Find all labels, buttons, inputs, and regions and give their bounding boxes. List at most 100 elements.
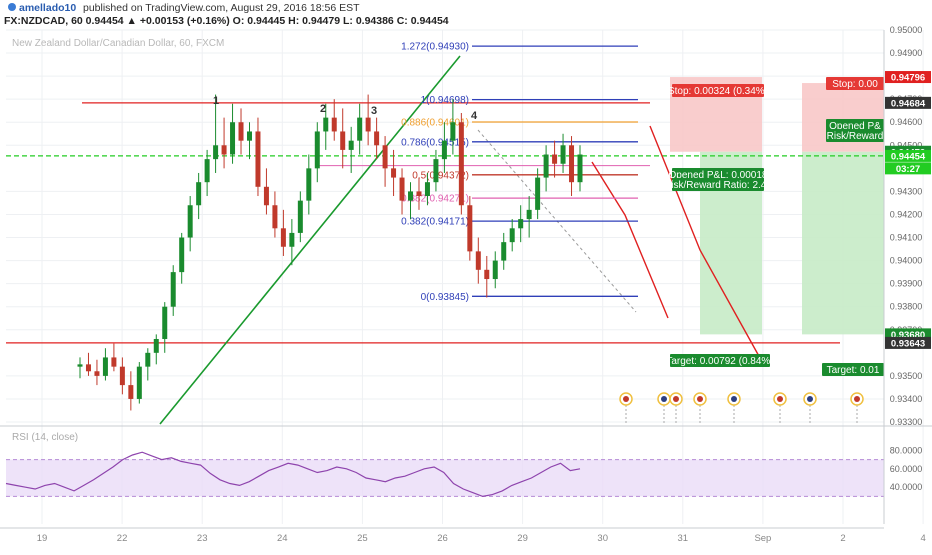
price-tag-label: 0.93643 [891, 338, 925, 349]
price-tag-label: 0.94684 [891, 98, 926, 109]
price-tick-label: 0.93400 [890, 394, 923, 404]
candle-body [458, 122, 464, 206]
candle-body [306, 168, 312, 201]
candle-body [289, 232, 295, 247]
candle-body [77, 364, 83, 367]
position-2-pnl-label-bg [826, 119, 884, 132]
candle-body [543, 154, 549, 178]
candle-body [382, 145, 388, 169]
candle-body [238, 122, 244, 141]
position-target-zone-2 [802, 151, 884, 335]
fib-level-label: 0.886(0.94601) [401, 118, 469, 129]
candle-body [433, 159, 439, 183]
price-tag-bg [885, 336, 931, 349]
candle-body [263, 186, 269, 206]
candle-body [213, 145, 219, 160]
position-target-label: Target: 0.00792 (0.84%) [666, 356, 773, 367]
fib-level-label: 0(0.93845) [421, 292, 469, 303]
price-tick-label: 0.94900 [890, 48, 923, 58]
wave-label: 3 [371, 105, 377, 117]
price-tick-label: 0.94300 [890, 186, 923, 196]
candle-body [450, 122, 456, 141]
candle-body [340, 131, 346, 150]
event-flag-dot [661, 396, 667, 402]
candle-body [94, 371, 100, 376]
price-tick-label: 0.94200 [890, 209, 923, 219]
header-user[interactable]: amellado10 [19, 2, 76, 14]
price-tag-label: 0.94454 [891, 151, 926, 162]
position-pnl-label: Opened P&L: 0.00018 [669, 170, 768, 181]
position-stop-label: Stop: 0.00324 (0.34%) [668, 86, 768, 97]
position-2-target-label-bg [822, 363, 884, 376]
fib-level-label: 0.5(0.94372) [412, 170, 469, 181]
position-2-pnl-label: Opened P& [829, 121, 881, 132]
price-tick-label: 0.94100 [890, 233, 923, 243]
candle-body [187, 205, 193, 238]
wave-label: 2 [320, 103, 326, 115]
candle-body [128, 385, 134, 399]
fib-level-label: 1(0.94698) [421, 95, 469, 106]
event-flag-dot [807, 396, 813, 402]
candle-body [560, 145, 566, 164]
rsi-tick-label: 80.0000 [890, 445, 923, 455]
rsi-band [6, 459, 884, 497]
candle-body [179, 237, 185, 273]
uptrend-line [159, 55, 461, 425]
position-2-stop-label-bg [826, 77, 884, 90]
fib-level-label: 0.382(0.94271) [401, 194, 469, 205]
price-tag-label: 03:27 [896, 164, 920, 175]
price-tag-bg [885, 71, 931, 84]
wave-label: 1 [213, 95, 219, 107]
candle-body [280, 228, 286, 247]
position-rr-label-bg [672, 178, 764, 191]
event-flag-dot [673, 396, 679, 402]
price-tick-label: 0.93900 [890, 279, 923, 289]
position-stop-label-bg [672, 84, 764, 97]
event-flag-dot [777, 396, 783, 402]
candle-body [230, 122, 236, 155]
price-tick-label: 0.95000 [890, 25, 923, 35]
projection-path-2 [591, 161, 669, 319]
position-pnl-label-bg [672, 168, 764, 181]
candle-body [314, 131, 320, 169]
price-tick-label: 0.93500 [890, 371, 923, 381]
candle-body [145, 352, 151, 367]
candle-body [331, 117, 337, 132]
time-tick-label: 23 [197, 533, 208, 544]
price-tick-label: 0.93800 [890, 302, 923, 312]
candle-body [153, 338, 159, 353]
candle-body [569, 145, 575, 183]
price-tag-label: 0.94796 [891, 73, 925, 84]
candle-body [85, 364, 91, 372]
candle-body [196, 182, 202, 206]
rsi-title: RSI (14, close) [12, 432, 78, 443]
candle-body [408, 191, 414, 201]
candle-body [518, 219, 524, 229]
time-tick-label: 19 [37, 533, 48, 544]
candle-body [374, 131, 380, 146]
event-flag-dot [697, 396, 703, 402]
candle-body [416, 191, 422, 197]
candle-body [552, 154, 558, 164]
time-tick-label: 31 [678, 533, 689, 544]
fib-level-label: 1.272(0.94930) [401, 42, 469, 53]
fib-level-label: 0.786(0.94515) [401, 137, 469, 148]
rsi-line [5, 451, 581, 498]
rsi-tick-label: 60.0000 [890, 464, 923, 474]
price-tick-label: 0.94500 [890, 140, 923, 150]
candle-body [323, 117, 329, 132]
candle-body [492, 260, 498, 280]
time-tick-label: 24 [277, 533, 288, 544]
time-tick-label: 30 [597, 533, 608, 544]
wave-label: 4 [471, 110, 478, 122]
chart-watermark: New Zealand Dollar/Canadian Dollar, 60, … [12, 38, 224, 49]
position-rr-label: Risk/Reward Ratio: 2.44 [664, 180, 772, 191]
price-tick-label: 0.94000 [890, 256, 923, 266]
candle-body [102, 357, 108, 376]
candle-body [501, 242, 507, 261]
time-tick-label: 25 [357, 533, 368, 544]
candle-body [526, 209, 532, 220]
event-flag-dot [623, 396, 629, 402]
candle-body [119, 366, 125, 386]
